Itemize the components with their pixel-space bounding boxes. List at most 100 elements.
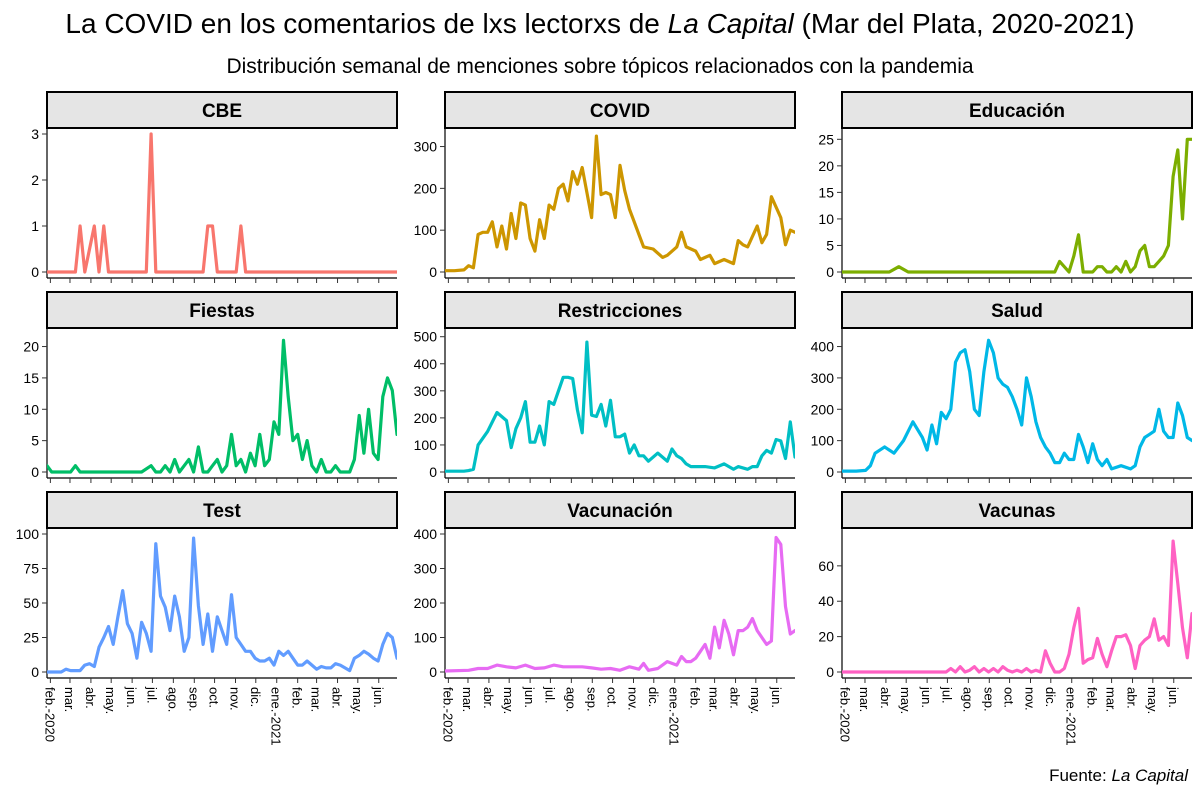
x-tick-label: sep. [981,687,996,712]
y-tick-label: 300 [414,383,438,399]
facet-panel-2: Educación 0 5 10 15 20 25 [818,91,1193,283]
chart-title: La COVID en los comentarios de lxs lecto… [0,8,1200,40]
facet-panel-6: Test 0 25 50 75 100 feb.-2020 mar. abr. may. jun. j… [16,491,398,746]
x-tick-label: sep. [584,687,599,712]
x-tick-label: ago. [165,687,180,712]
x-tick-label: may. [501,687,516,714]
series-line-COVID [445,134,795,273]
facet-panel-7: Vacunación 0 100 200 300 400 feb.-2020 mar. abr.… [414,491,796,746]
y-tick-label: 50 [23,595,39,611]
y-tick-label: 10 [818,211,834,227]
facet-strip [444,491,796,529]
y-tick-label: 400 [414,526,438,542]
chart-title-part2: (Mar del Plata, 2020-2021) [793,8,1135,39]
facet-strip [841,91,1193,129]
facet-panel-1: COVID 0 100 200 300 [414,91,796,283]
facet-strip [46,491,398,529]
y-tick-label: 500 [414,329,438,345]
series-line-Educación [842,137,1192,274]
x-tick-label: oct. [207,687,222,708]
x-tick-label: jun. [1166,686,1181,708]
y-tick-label: 0 [31,464,39,480]
series-line-Vacunación [445,535,795,673]
y-tick-label: 10 [23,401,39,417]
y-tick-label: 1 [31,218,39,234]
y-tick-label: 400 [414,356,438,372]
series-line-Fiestas [47,338,397,474]
x-tick-label: abr. [481,687,496,709]
x-tick-label: may. [350,687,365,714]
y-tick-label: 5 [31,433,39,449]
x-tick-label: dic. [1043,687,1058,707]
x-tick-label: may. [898,687,913,714]
x-tick-label: jun. [769,686,784,708]
y-tick-label: 100 [414,222,438,238]
chart-caption: Fuente: La Capital [1049,766,1188,786]
facet-strip [444,91,796,129]
facet-strip [444,291,796,329]
series-line-Test [47,536,397,674]
y-tick-label: 400 [811,339,835,355]
x-tick-label: nov. [1023,687,1038,711]
y-tick-label: 20 [818,629,834,645]
x-tick-label: ene.-2021 [269,687,284,746]
x-tick-label: may. [103,687,118,714]
series-line-Salud [842,338,1192,473]
x-tick-label: mar. [707,687,722,712]
y-tick-label: 0 [429,464,437,480]
y-tick-label: 2 [31,172,39,188]
y-tick-label: 0 [826,464,834,480]
x-tick-label: dic. [646,687,661,707]
x-tick-label: feb.-2020 [440,687,455,742]
caption-prefix: Fuente: [1049,766,1112,785]
y-tick-label: 0 [429,264,437,280]
series-line-CBE [47,132,397,274]
y-tick-label: 200 [414,180,438,196]
x-tick-label: ago. [960,687,975,712]
x-tick-label: mar. [460,687,475,712]
facet-strip-label: Vacunas [978,501,1055,522]
y-tick-label: 0 [31,664,39,680]
facet-strip-label: Test [203,501,241,522]
x-tick-label: feb.-2020 [837,687,852,742]
x-tick-label: may. [748,687,763,714]
y-tick-label: 200 [414,595,438,611]
x-tick-label: abr. [330,687,345,709]
x-tick-label: oct. [1002,687,1017,708]
x-tick-label: abr. [878,687,893,709]
y-tick-label: 15 [818,184,834,200]
x-tick-label: jul. [939,686,954,704]
x-tick-label: dic. [248,687,263,707]
y-tick-label: 200 [811,401,835,417]
x-tick-label: feb. [1085,687,1100,709]
x-tick-label: abr. [728,687,743,709]
facet-strip-label: Educación [969,101,1065,122]
x-tick-label: jun. [522,686,537,708]
y-tick-label: 0 [429,664,437,680]
x-tick-label: jun. [124,686,139,708]
chart-title-source: La Capital [667,8,794,39]
x-tick-label: nov. [228,687,243,711]
x-tick-label: abr. [1125,687,1140,709]
x-tick-label: sep. [186,687,201,712]
x-tick-label: ago. [563,687,578,712]
y-tick-label: 75 [23,561,39,577]
series-line-Vacunas [842,539,1192,674]
x-tick-label: oct. [605,687,620,708]
x-tick-label: feb. [290,687,305,709]
y-tick-label: 20 [23,339,39,355]
facet-strip-label: Salud [991,301,1043,322]
x-tick-label: ene.-2021 [667,687,682,746]
facet-strip-label: Fiestas [189,301,254,322]
y-tick-label: 3 [31,126,39,142]
y-tick-label: 300 [414,139,438,155]
facet-panel-3: Fiestas 0 5 10 15 20 [23,291,398,483]
facet-panel-5: Salud 0 100 200 300 400 [811,291,1193,483]
facet-panel-4: Restricciones 0 100 200 300 400 500 [414,291,796,483]
y-tick-label: 40 [818,593,834,609]
x-tick-label: jul. [144,686,159,704]
facet-strip [46,291,398,329]
x-tick-label: jun. [371,686,386,708]
x-tick-label: jun. [919,686,934,708]
